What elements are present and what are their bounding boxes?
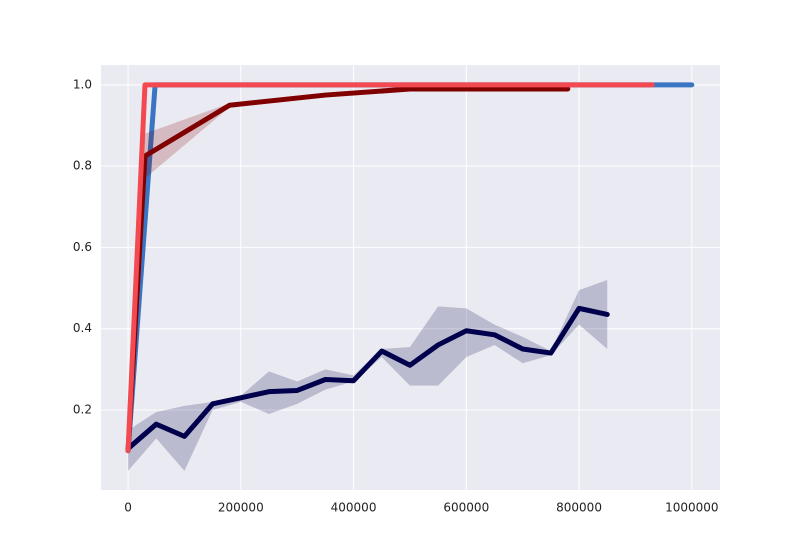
y-tick-label: 0.4 — [73, 321, 92, 335]
x-tick-label: 400000 — [331, 501, 377, 515]
x-tick-label: 0 — [124, 501, 132, 515]
confidence-band — [128, 279, 608, 471]
y-tick-label: 0.2 — [73, 402, 92, 416]
plot-area — [101, 65, 720, 490]
line — [125, 82, 655, 454]
y-tick-label: 0.6 — [73, 240, 92, 254]
y-tick-label: 0.8 — [73, 159, 92, 173]
x-tick-label: 600000 — [443, 501, 489, 515]
x-tick-label: 800000 — [556, 501, 602, 515]
x-tick-label: 1000000 — [665, 501, 718, 515]
x-tick-label: 200000 — [218, 501, 264, 515]
line — [125, 86, 571, 454]
y-tick-label: 1.0 — [73, 77, 92, 91]
line — [125, 305, 610, 452]
